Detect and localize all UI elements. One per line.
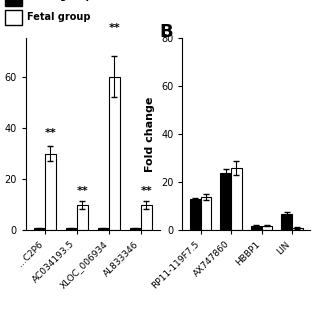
Bar [251,226,262,230]
Bar [231,168,242,230]
Bar [220,173,231,230]
Bar [77,205,88,230]
Bar [34,228,45,230]
Text: **: ** [44,128,56,138]
Text: Adult group: Adult group [27,0,92,1]
Bar [292,228,303,230]
Bar [66,228,77,230]
Text: B: B [159,23,173,41]
FancyBboxPatch shape [5,0,21,6]
Y-axis label: Fold change: Fold change [146,97,156,172]
Bar [141,205,152,230]
Bar [190,199,201,230]
Text: Fetal group: Fetal group [27,12,91,22]
Bar [262,226,272,230]
Bar [109,77,120,230]
Bar [98,228,109,230]
Bar [45,154,56,230]
Text: **: ** [76,186,88,196]
FancyBboxPatch shape [5,10,21,25]
Bar [201,197,211,230]
Bar [130,228,141,230]
Text: **: ** [140,186,152,196]
Text: **: ** [108,23,120,33]
Bar [282,214,292,230]
